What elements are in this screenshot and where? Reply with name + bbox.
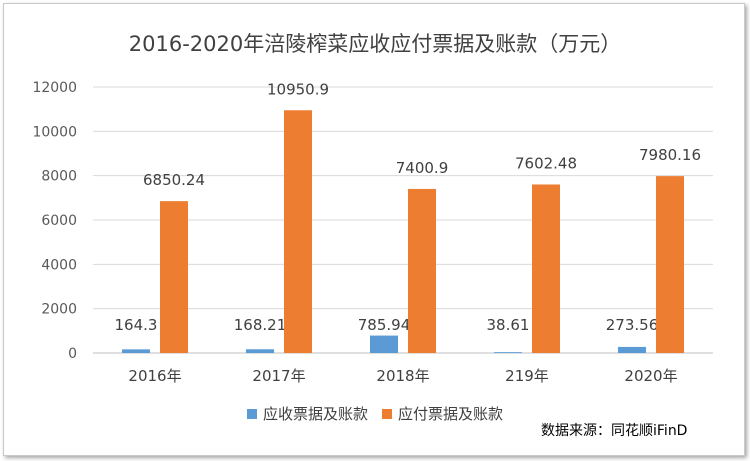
x-tick-label: 2016年 bbox=[128, 367, 181, 385]
chart-title: 2016-2020年涪陵榨菜应收应付票据及账款（万元） bbox=[128, 32, 622, 56]
data-label: 164.3 bbox=[115, 316, 158, 334]
bar-payable bbox=[656, 176, 684, 353]
chart-frame bbox=[3, 3, 745, 456]
data-label: 6850.24 bbox=[143, 171, 205, 189]
y-tick-label: 6000 bbox=[41, 213, 77, 229]
x-tick-label: 2017年 bbox=[252, 367, 305, 385]
y-tick-label: 10000 bbox=[32, 124, 77, 140]
data-label: 7400.9 bbox=[396, 159, 449, 177]
y-tick-label: 0 bbox=[68, 346, 77, 362]
legend-swatch-payable bbox=[382, 408, 392, 419]
legend-label-payable: 应付票据及账款 bbox=[398, 405, 504, 423]
bar-payable bbox=[532, 184, 560, 353]
legend-item-receivable: 应收票据及账款 bbox=[246, 403, 368, 424]
data-label: 7980.16 bbox=[639, 146, 701, 164]
bar-receivable bbox=[494, 352, 522, 353]
x-tick-label: 219年 bbox=[505, 367, 549, 385]
bar-payable bbox=[160, 201, 188, 353]
y-tick-label: 8000 bbox=[41, 169, 77, 185]
data-source-note: 数据来源：同花顺iFinD bbox=[541, 423, 688, 439]
bar-payable bbox=[284, 110, 312, 353]
bar-receivable bbox=[122, 349, 150, 353]
y-tick-label: 12000 bbox=[32, 80, 77, 96]
legend-label-receivable: 应收票据及账款 bbox=[262, 405, 368, 423]
bar-receivable bbox=[246, 349, 274, 353]
legend-item-payable: 应付票据及账款 bbox=[382, 403, 503, 424]
bar-receivable bbox=[618, 346, 646, 353]
data-label: 168.21 bbox=[234, 316, 287, 334]
x-tick-label: 2018年 bbox=[376, 367, 429, 385]
data-label: 7602.48 bbox=[515, 154, 577, 172]
y-tick-label: 2000 bbox=[41, 302, 77, 318]
data-label: 785.94 bbox=[358, 316, 411, 334]
legend: 应收票据及账款 应付票据及账款 bbox=[0, 403, 750, 424]
y-tick-label: 4000 bbox=[41, 257, 77, 273]
data-label: 38.61 bbox=[487, 316, 530, 334]
x-tick-label: 2020年 bbox=[624, 367, 677, 385]
legend-swatch-receivable bbox=[246, 408, 257, 419]
data-label: 273.56 bbox=[606, 316, 659, 334]
bar-receivable bbox=[370, 335, 398, 353]
bar-payable bbox=[408, 188, 436, 353]
data-label: 10950.9 bbox=[267, 80, 329, 98]
